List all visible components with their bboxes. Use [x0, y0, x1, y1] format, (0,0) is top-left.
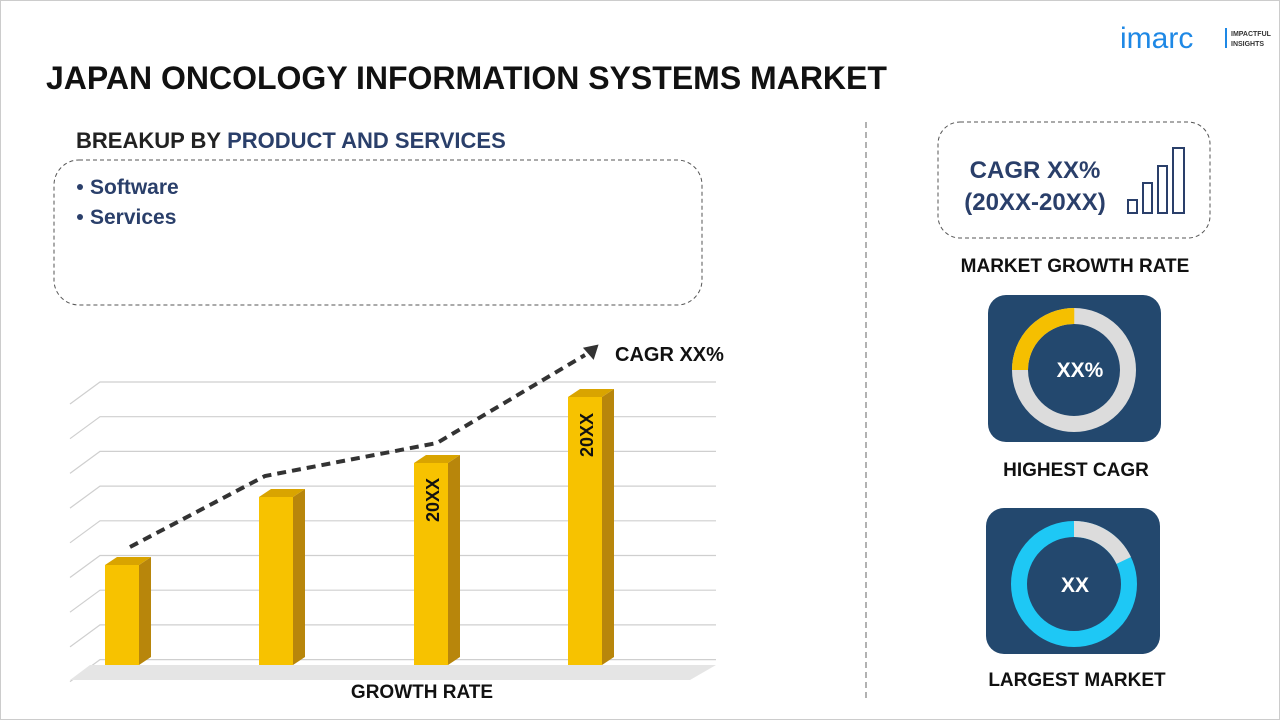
- grid-line: [69, 450, 716, 474]
- logo: imarc: [1120, 22, 1193, 55]
- trend-line: [129, 353, 587, 549]
- logo-tagline: INSIGHTS: [1231, 41, 1264, 48]
- bar-label: 20XX: [577, 413, 597, 457]
- bar-top: [568, 389, 614, 397]
- growth-caption: MARKET GROWTH RATE: [961, 256, 1190, 277]
- chart-caption: GROWTH RATE: [351, 682, 493, 703]
- growth-period: (20XX-20XX): [964, 189, 1105, 216]
- donut-arc: [1011, 521, 1137, 647]
- bar: [414, 463, 448, 665]
- grid-line: [69, 624, 716, 648]
- growth-card: [937, 121, 1211, 239]
- bullet: [77, 184, 83, 190]
- bar: [568, 397, 602, 665]
- grid-line: [69, 485, 716, 509]
- cagr-value: XX%: [1057, 359, 1104, 382]
- title: JAPAN ONCOLOGY INFORMATION SYSTEMS MARKE…: [46, 60, 887, 96]
- growth-icon: [1127, 147, 1185, 214]
- market-value: XX: [1061, 574, 1089, 597]
- bars: [105, 389, 614, 665]
- breakup-item: Software: [90, 176, 179, 199]
- grid-line: [69, 554, 716, 578]
- grid-line: [69, 589, 716, 613]
- bar-top: [105, 557, 151, 565]
- growth-value: CAGR XX%: [970, 157, 1101, 184]
- bar-side: [602, 389, 614, 665]
- bar-side: [139, 557, 151, 665]
- trend-arrow: [582, 344, 599, 360]
- breakup-heading: BREAKUP BY PRODUCT AND SERVICES: [76, 128, 506, 153]
- breakup-prefix: BREAKUP BY: [76, 128, 221, 153]
- trend-label: CAGR XX%: [615, 344, 724, 366]
- grid-line: [69, 416, 716, 440]
- grid-line: [69, 381, 716, 405]
- donut-arc: [1012, 308, 1136, 432]
- bar-side: [293, 489, 305, 665]
- floor: [70, 665, 716, 680]
- bar-top: [414, 455, 460, 463]
- bullet: [77, 214, 83, 220]
- bar: [105, 565, 139, 665]
- bar-label: 20XX: [423, 478, 443, 522]
- breakup-item: Services: [90, 206, 176, 229]
- grid-line: [69, 520, 716, 544]
- logo-tagline: IMPACTFUL: [1231, 31, 1272, 38]
- cagr-caption: HIGHEST CAGR: [1003, 460, 1149, 481]
- bar: [259, 497, 293, 665]
- market-caption: LARGEST MARKET: [988, 670, 1166, 691]
- breakup-segment: PRODUCT AND SERVICES: [227, 128, 506, 153]
- bar-top: [259, 489, 305, 497]
- bar-side: [448, 455, 460, 665]
